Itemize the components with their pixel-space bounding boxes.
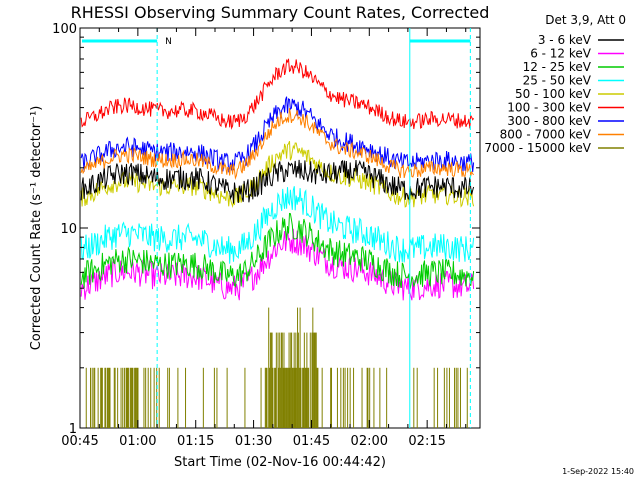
x-tick-label: 02:00 [351,434,388,449]
y-axis: 1 10 100 [52,22,480,437]
x-tick-label: 01:30 [235,434,272,449]
plot-area: N [79,27,481,429]
legend-label: 100 - 300 keV [507,101,591,115]
night-marker-label: N [165,37,172,47]
chart-title: RHESSI Observing Summary Count Rates, Co… [71,3,490,22]
x-tick-label: 02:15 [408,434,445,449]
series-7000-15000-kev [85,307,468,428]
x-tick-label: 01:00 [119,434,156,449]
legend-label: 6 - 12 keV [530,47,592,61]
series-line [80,228,475,301]
x-axis: 00:45 01:00 01:15 01:30 01:45 02:00 02:15 [61,28,467,449]
legend-label: 3 - 6 keV [538,33,592,47]
series-line [80,212,475,290]
legend-label: 7000 - 15000 keV [484,141,591,155]
x-tick-label: 00:45 [61,434,98,449]
y-tick-label: 100 [52,22,77,37]
x-axis-label: Start Time (02-Nov-16 00:44:42) [174,455,386,470]
y-axis-label: Corrected Count Rate (s⁻¹ detector⁻¹) [29,106,44,351]
series-line [80,186,475,264]
series-line [80,96,475,173]
y-tick-label: 1 [69,422,77,437]
legend-label: 800 - 7000 keV [500,128,592,142]
date-stamp: 1-Sep-2022 15:40 [562,467,634,476]
legend-label: 12 - 25 keV [523,60,592,74]
legend-label: 300 - 800 keV [507,114,591,128]
series-line [80,108,475,180]
x-tick-label: 01:15 [177,434,214,449]
x-tick-label: 01:45 [293,434,330,449]
series-line [80,159,475,204]
legend-title: Det 3,9, Att 0 [545,13,626,27]
legend-label: 50 - 100 keV [515,87,592,101]
marker-layer: N [82,28,471,428]
series-layer [80,58,475,428]
series-line [80,58,475,130]
legend-label: 25 - 50 keV [523,74,592,88]
y-tick-label: 10 [60,222,77,237]
